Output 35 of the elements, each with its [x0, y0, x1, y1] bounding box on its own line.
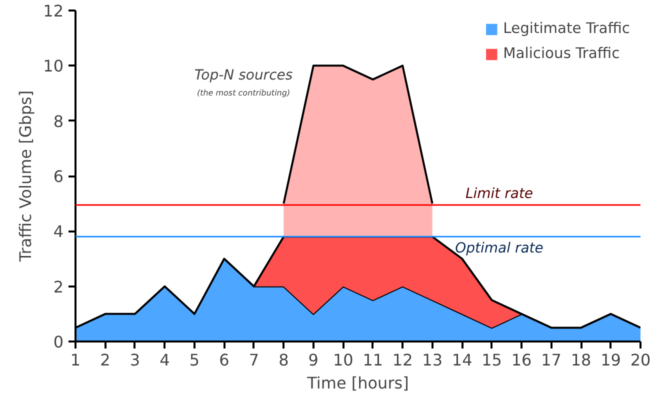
- x-tick-label: 7: [248, 350, 260, 370]
- x-tick-label: 16: [511, 350, 532, 370]
- x-tick-label: 13: [422, 350, 443, 370]
- x-tick-label: 2: [100, 350, 110, 370]
- x-tick-label: 5: [189, 350, 200, 370]
- x-tick-label: 11: [362, 350, 384, 370]
- y-tick-label: 6: [53, 167, 64, 186]
- legend-label: Malicious Traffic: [503, 45, 620, 62]
- y-tick-label: 12: [43, 2, 64, 20]
- x-tick-label: 15: [482, 350, 502, 370]
- x-tick-label: 20: [630, 350, 651, 370]
- x-tick-label: 1: [70, 350, 81, 370]
- x-tick-label: 18: [570, 350, 592, 370]
- x-tick-label: 9: [308, 350, 318, 370]
- annotation: (the most contributing): [196, 88, 290, 98]
- y-tick-label: 10: [43, 56, 64, 76]
- y-tick-label: 2: [53, 277, 64, 296]
- y-tick-label: 8: [53, 112, 64, 131]
- x-tick-label: 6: [219, 350, 230, 370]
- x-tick-label: 4: [160, 350, 170, 370]
- y-axis-title: Traffic Volume [Gbps]: [16, 90, 36, 263]
- y-tick-label: 4: [53, 222, 64, 242]
- x-axis-title: Time [hours]: [306, 374, 409, 392]
- x-tick-label: 14: [452, 350, 472, 370]
- x-tick-label: 17: [541, 350, 562, 370]
- legend-label: Legitimate Traffic: [503, 20, 630, 37]
- x-tick-label: 12: [392, 350, 413, 370]
- annotation: Top-N sources: [194, 68, 293, 84]
- x-tick-label: 10: [332, 350, 354, 370]
- y-tick-label: 0: [53, 332, 64, 352]
- ref-line-label: Limit rate: [465, 186, 534, 202]
- ref-line-label: Optimal rate: [455, 240, 544, 257]
- x-tick-label: 8: [278, 350, 289, 370]
- x-tick-label: 3: [130, 350, 140, 370]
- x-tick-label: 19: [600, 350, 621, 370]
